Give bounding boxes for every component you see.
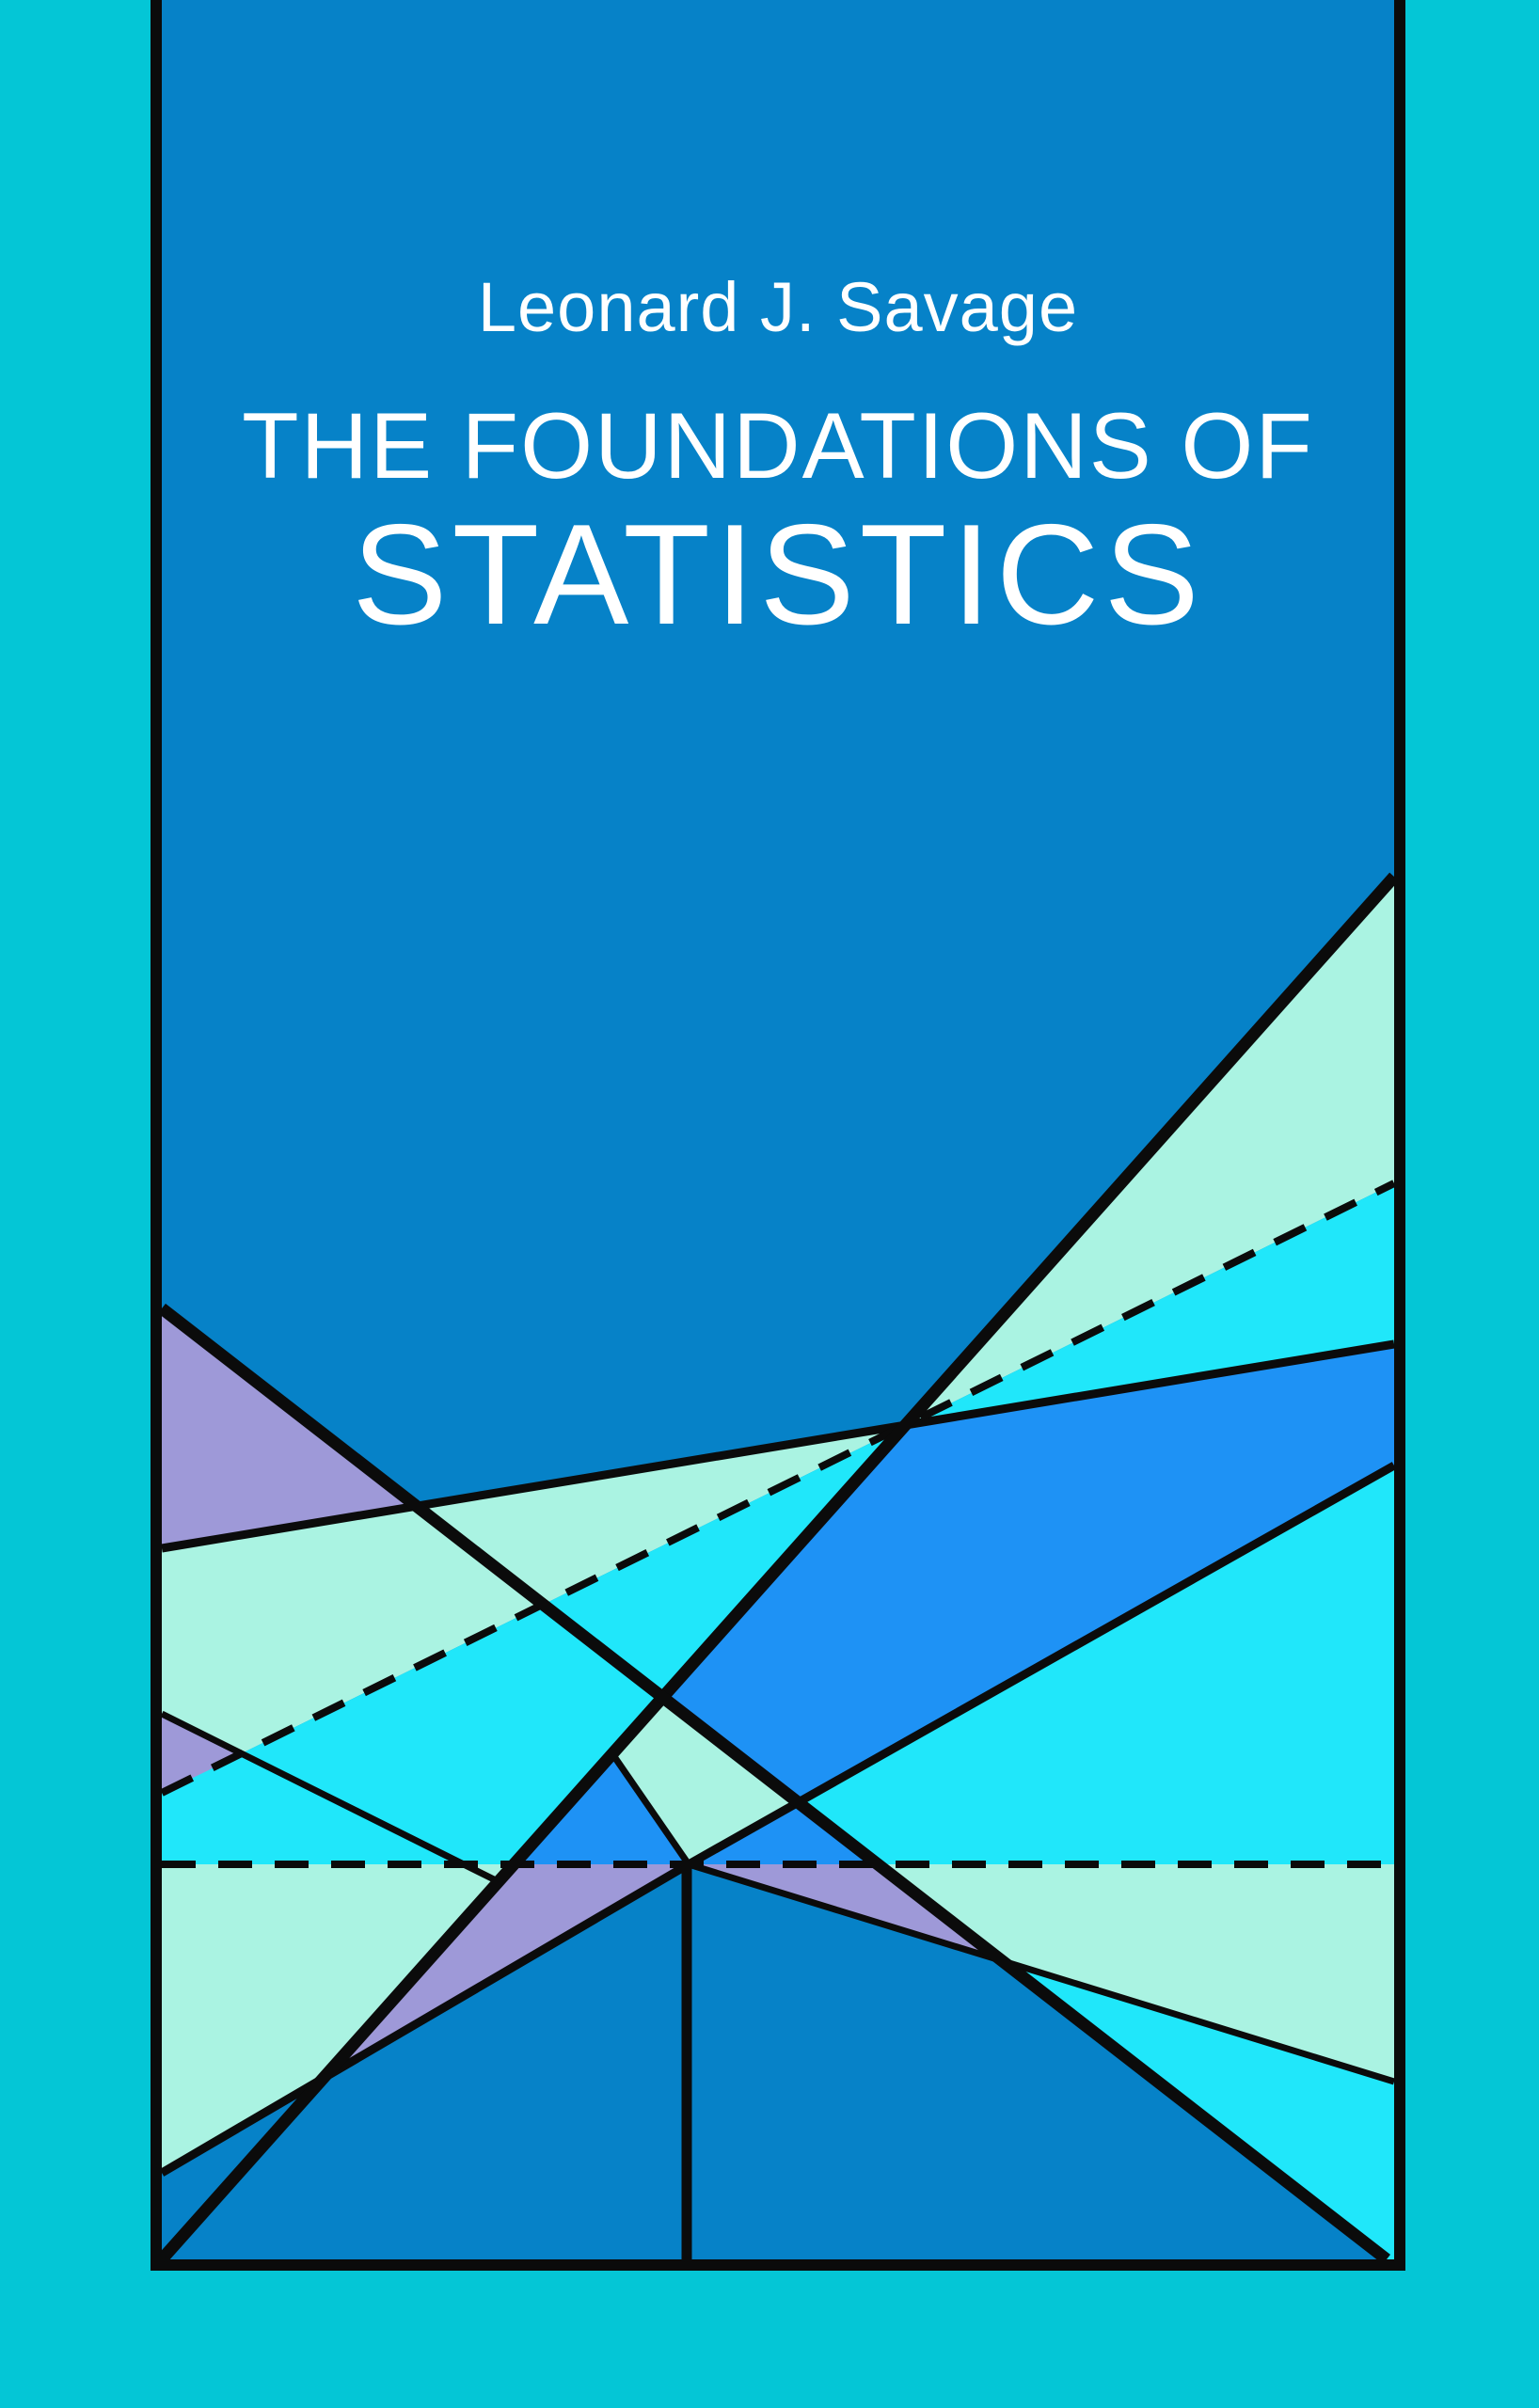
region-dodger-right-of-center bbox=[689, 1801, 885, 1864]
solid-line-main-diagonal-right-to-corner bbox=[157, 872, 1399, 2264]
title-line-1: THE FOUNDATIONS OF bbox=[242, 393, 1314, 498]
region-dodger-left-of-kite bbox=[513, 1755, 689, 1864]
solid-line-left-to-right-shallow bbox=[161, 1339, 1395, 1553]
solid-line-kite-lower-left-edge bbox=[611, 1753, 691, 1866]
region-mint-bottom-left bbox=[162, 1864, 513, 2173]
solid-line-center-up-right bbox=[686, 1462, 1397, 1868]
solid-line-left-short bbox=[160, 1710, 500, 1885]
region-lavender-left-top-wedge bbox=[162, 1308, 420, 1548]
solid-line-center-down-right bbox=[687, 1861, 1396, 2085]
dashed-line-diagonal bbox=[160, 1180, 1396, 1797]
author-name: Leonard J. Savage bbox=[478, 268, 1078, 346]
panel-border bbox=[151, 0, 1405, 2271]
title-line-2: STATISTICS bbox=[352, 495, 1204, 655]
solid-line-main-diagonal-left-to-corner bbox=[158, 1303, 1390, 2265]
region-cyan-left-band bbox=[162, 1426, 905, 1864]
region-cyan-mid-right bbox=[800, 1465, 1394, 1864]
region-dodger-main bbox=[663, 1344, 1394, 1801]
region-lavender-left-mid-wedge bbox=[162, 1714, 244, 1793]
solid-line-center-down-left bbox=[159, 1861, 691, 2177]
region-mint-lower-right bbox=[885, 1864, 1394, 2082]
